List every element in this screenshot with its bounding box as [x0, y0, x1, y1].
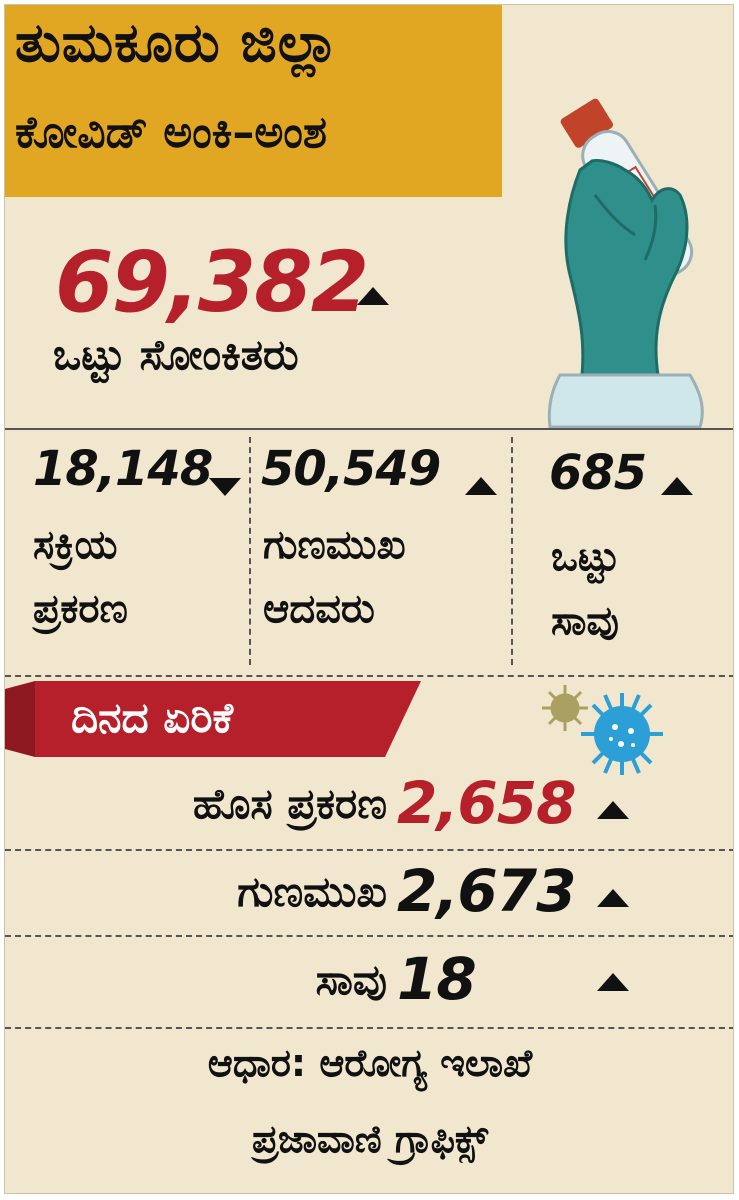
total-cases-value: 69,382	[55, 233, 369, 331]
recovered-today-value: 2,673	[397, 857, 576, 925]
header-banner: ತುಮಕೂರು ಜಿಲ್ಲಾ ಕೋವಿಡ್ ಅಂಕಿ–ಅಂಶ	[5, 5, 502, 197]
divider	[5, 935, 733, 937]
graphics-credit: ಪ್ರಜಾವಾಣಿ ಗ್ರಾಫಿಕ್ಸ್	[252, 1117, 488, 1161]
virus-icon	[542, 685, 588, 731]
column-divider	[511, 437, 513, 665]
active-cases-label-line2: ಪ್ರಕರಣ	[33, 586, 128, 632]
daily-increase-banner: ದಿನದ ಏರಿಕೆ	[5, 681, 421, 757]
new-cases-label: ಹೊಸ ಪ್ರಕರಣ	[192, 779, 387, 828]
recovered-today-trend-up-icon	[597, 889, 629, 907]
active-cases-label-line1: ಸಕ್ರಿಯ	[33, 522, 118, 568]
total-cases-label: ಒಟ್ಟು ಸೋಂಕಿತರು	[53, 330, 299, 379]
divider	[5, 675, 733, 677]
active-cases-value: 18,148	[33, 441, 213, 497]
total-trend-up-icon	[357, 287, 389, 305]
infographic-card: ತುಮಕೂರು ಜಿಲ್ಲಾ ಕೋವಿಡ್ ಅಂಕಿ–ಅಂಶ 69,382 ಒಟ…	[4, 4, 734, 1194]
recovered-trend-up-icon	[465, 477, 497, 495]
new-cases-trend-up-icon	[597, 801, 629, 819]
recovered-total-value: 50,549	[261, 441, 441, 497]
divider	[5, 1027, 733, 1029]
page-subtitle: ಕೋವಿಡ್ ಅಂಕಿ–ಅಂಶ	[15, 107, 327, 158]
total-deaths-label-line1: ಒಟ್ಟು	[551, 534, 620, 580]
daily-increase-title: ದಿನದ ಏರಿಕೆ	[71, 693, 234, 742]
total-deaths-label-line2: ಸಾವು	[551, 598, 619, 644]
virus-icon	[581, 693, 663, 775]
deaths-trend-up-icon	[661, 477, 693, 495]
total-deaths-value: 685	[549, 445, 647, 501]
page-title: ತುಮಕೂರು ಜಿಲ್ಲಾ	[15, 11, 340, 74]
deaths-today-trend-up-icon	[597, 973, 629, 991]
deaths-today-label: ಸಾವು	[315, 955, 387, 1004]
deaths-today-value: 18	[397, 945, 477, 1013]
gloved-hand-test-tube-icon	[547, 98, 704, 429]
column-divider	[249, 437, 251, 665]
recovered-label-line1: ಗುಣಮುಖ	[263, 522, 406, 568]
recovered-label-line2: ಆದವರು	[263, 586, 375, 632]
active-trend-down-icon	[209, 478, 241, 496]
recovered-today-label: ಗುಣಮುಖ	[237, 867, 387, 916]
source-credit: ಆಧಾರ: ಆರೋಗ್ಯ ಇಲಾಖೆ	[207, 1041, 533, 1085]
divider	[5, 849, 733, 851]
new-cases-value: 2,658	[397, 769, 576, 837]
divider	[5, 428, 733, 430]
